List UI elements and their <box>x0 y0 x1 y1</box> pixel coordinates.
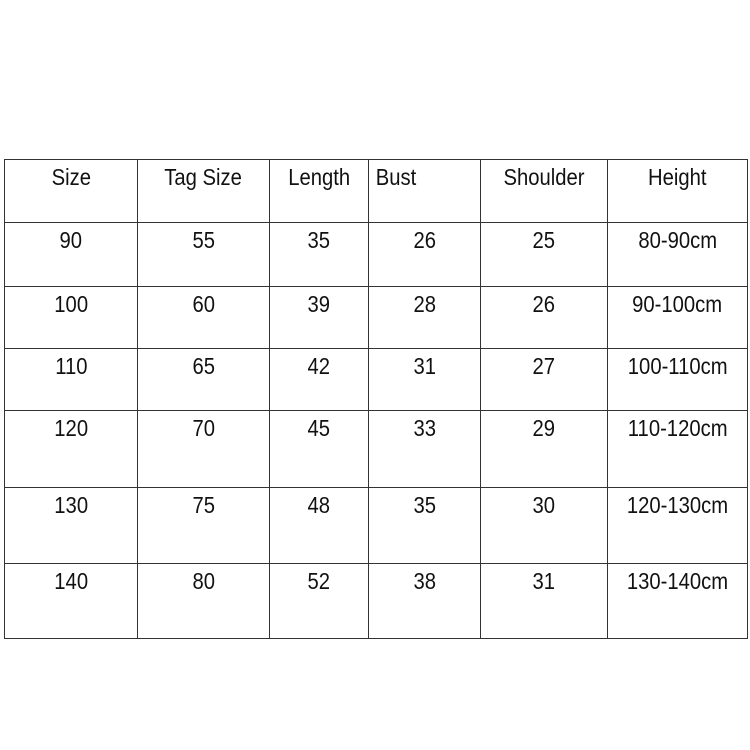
cell-value: 130 <box>54 492 88 518</box>
size-chart-table: Size Tag Size Length Bust Shoulder Heigh… <box>4 159 748 639</box>
header-bust: Bust <box>368 159 481 223</box>
table-cell: 35 <box>368 487 481 564</box>
cell-value: 42 <box>307 353 331 379</box>
table-cell: 130-140cm <box>607 563 748 639</box>
table-cell: 70 <box>137 410 270 488</box>
table-cell: 27 <box>480 348 608 411</box>
cell-value: 90 <box>59 227 83 253</box>
table-row: 100 60 39 28 26 90-100cm <box>4 286 748 349</box>
table-row: 110 65 42 31 27 100-110cm <box>4 348 748 411</box>
table-row: 90 55 35 26 25 80-90cm <box>4 222 748 287</box>
cell-value: 70 <box>192 415 215 441</box>
table-row: 130 75 48 35 30 120-130cm <box>4 487 748 564</box>
header-shoulder: Shoulder <box>480 159 608 223</box>
table-cell: 26 <box>368 222 481 287</box>
header-height: Height <box>607 159 748 223</box>
table-cell: 55 <box>137 222 270 287</box>
table-cell: 120 <box>4 410 138 488</box>
cell-value: 27 <box>532 353 556 379</box>
table-cell: 30 <box>480 487 608 564</box>
table-cell: 31 <box>368 348 481 411</box>
cell-value: 120 <box>54 415 88 441</box>
cell-value: 120-130cm <box>626 492 729 518</box>
cell-value: 29 <box>532 415 556 441</box>
cell-value: 55 <box>192 227 215 253</box>
cell-value: 31 <box>532 568 556 594</box>
table-cell: 60 <box>137 286 270 349</box>
header-size: Size <box>4 159 138 223</box>
header-tag-size: Tag Size <box>137 159 270 223</box>
header-row: Size Tag Size Length Bust Shoulder Heigh… <box>4 159 748 223</box>
table-row: 140 80 52 38 31 130-140cm <box>4 563 748 639</box>
cell-value: 130-140cm <box>626 568 729 594</box>
cell-value: 110-120cm <box>627 415 728 441</box>
cell-value: 90-100cm <box>632 291 723 317</box>
table-cell: 33 <box>368 410 481 488</box>
cell-value: 31 <box>413 353 436 379</box>
cell-value: 140 <box>54 568 88 594</box>
cell-value: 35 <box>307 227 331 253</box>
table-cell: 90 <box>4 222 138 287</box>
table-cell: 100 <box>4 286 138 349</box>
cell-value: 60 <box>192 291 215 317</box>
table-cell: 28 <box>368 286 481 349</box>
cell-value: 38 <box>413 568 436 594</box>
table-cell: 52 <box>269 563 369 639</box>
table-cell: 29 <box>480 410 608 488</box>
table-cell: 31 <box>480 563 608 639</box>
cell-value: 75 <box>192 492 215 518</box>
table-cell: 110 <box>4 348 138 411</box>
cell-value: 48 <box>307 492 331 518</box>
table-cell: 48 <box>269 487 369 564</box>
header-length: Length <box>269 159 369 223</box>
table-cell: 38 <box>368 563 481 639</box>
table-row: 120 70 45 33 29 110-120cm <box>4 410 748 488</box>
cell-value: 80-90cm <box>638 227 717 253</box>
cell-value: 80 <box>192 568 215 594</box>
cell-value: 100 <box>54 291 88 317</box>
table-cell: 42 <box>269 348 369 411</box>
table-cell: 130 <box>4 487 138 564</box>
table-cell: 140 <box>4 563 138 639</box>
cell-value: 26 <box>532 291 556 317</box>
cell-value: 110 <box>54 353 88 379</box>
cell-value: 39 <box>307 291 331 317</box>
cell-value: 33 <box>413 415 436 441</box>
cell-value: 30 <box>532 492 556 518</box>
cell-value: 45 <box>307 415 331 441</box>
table-cell: 80 <box>137 563 270 639</box>
table-cell: 35 <box>269 222 369 287</box>
table-cell: 90-100cm <box>607 286 748 349</box>
table-cell: 65 <box>137 348 270 411</box>
table-cell: 26 <box>480 286 608 349</box>
table-cell: 39 <box>269 286 369 349</box>
table-cell: 110-120cm <box>607 410 748 488</box>
cell-value: 25 <box>532 227 556 253</box>
cell-value: 26 <box>413 227 436 253</box>
table-cell: 45 <box>269 410 369 488</box>
cell-value: 100-110cm <box>627 353 728 379</box>
cell-value: 35 <box>413 492 436 518</box>
cell-value: 65 <box>192 353 215 379</box>
table-cell: 120-130cm <box>607 487 748 564</box>
cell-value: 28 <box>413 291 436 317</box>
table-cell: 75 <box>137 487 270 564</box>
cell-value: 52 <box>307 568 331 594</box>
table-cell: 80-90cm <box>607 222 748 287</box>
table-cell: 25 <box>480 222 608 287</box>
table-cell: 100-110cm <box>607 348 748 411</box>
